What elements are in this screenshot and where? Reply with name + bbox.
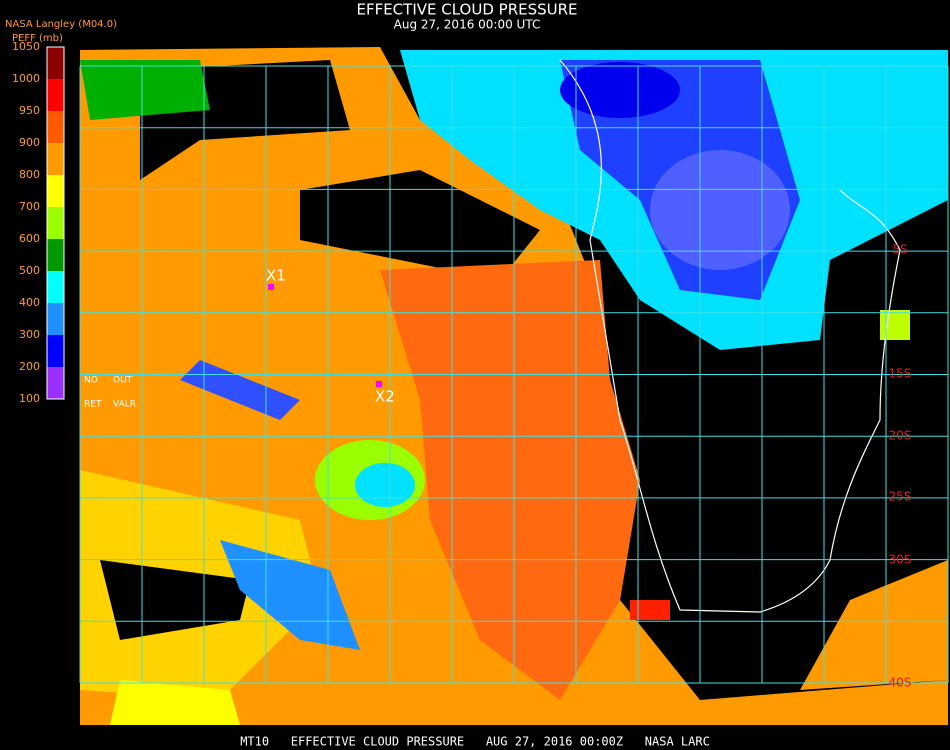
legend-tick-label: 700 <box>19 200 40 213</box>
legend-note: NO <box>84 376 98 386</box>
legend-swatch <box>47 271 64 303</box>
source-label: NASA Langley (M04.0) <box>5 19 117 30</box>
legend-note: OUT <box>113 376 133 386</box>
legend-tick-label: 950 <box>19 104 40 117</box>
legend-tick-label: 600 <box>19 232 40 245</box>
lat-label: 15S <box>889 367 912 381</box>
legend: 1050 1000 950 900 800 700 600 500 400 300 200 100 <box>12 40 65 405</box>
legend-notes: NO OUT RET VALR <box>84 376 136 410</box>
lat-label: 30S <box>889 553 912 567</box>
lat-lon-grid <box>79 65 949 684</box>
legend-tick-label: 400 <box>19 296 40 309</box>
legend-tick-label: 800 <box>19 168 40 181</box>
legend-frame <box>46 46 65 400</box>
legend-tick-label: 1050 <box>12 40 40 53</box>
lat-labels: 5S 15S 20S 25S 30S 40S <box>889 243 912 690</box>
legend-swatch <box>47 79 64 111</box>
title: EFFECTIVE CLOUD PRESSURE <box>356 1 577 19</box>
legend-swatch <box>47 303 64 335</box>
lat-label: 5S <box>892 243 907 257</box>
legend-tick-label: 500 <box>19 264 40 277</box>
legend-swatch <box>47 367 64 399</box>
legend-swatch <box>47 207 64 239</box>
legend-swatch <box>47 111 64 143</box>
legend-note: RET <box>84 400 102 410</box>
legend-swatch <box>47 175 64 207</box>
marker-label: X1 <box>266 267 286 285</box>
legend-note: VALR <box>113 400 136 410</box>
legend-swatch <box>47 143 64 175</box>
legend-tick-label: 100 <box>19 392 40 405</box>
marker-dot <box>376 381 382 387</box>
legend-tick-label: 300 <box>19 328 40 341</box>
footer-caption: MT10 EFFECTIVE CLOUD PRESSURE AUG 27, 20… <box>240 735 710 749</box>
legend-swatch <box>47 239 64 271</box>
legend-swatch <box>47 47 64 79</box>
legend-swatch <box>47 335 64 367</box>
subtitle: Aug 27, 2016 00:00 UTC <box>394 18 541 32</box>
lat-label: 40S <box>889 676 912 690</box>
lat-label: 20S <box>889 429 912 443</box>
legend-title: PEFF (mb) <box>12 33 63 44</box>
legend-tick-label: 1000 <box>12 72 40 85</box>
lat-label: 25S <box>889 490 912 504</box>
marker-label: X2 <box>375 388 395 406</box>
legend-tick-label: 900 <box>19 136 40 149</box>
legend-tick-label: 200 <box>19 360 40 373</box>
marker-dot <box>268 284 274 290</box>
